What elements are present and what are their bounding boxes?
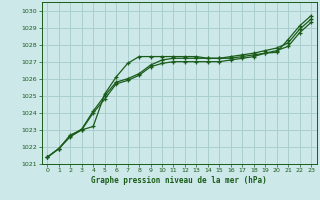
X-axis label: Graphe pression niveau de la mer (hPa): Graphe pression niveau de la mer (hPa) — [91, 176, 267, 185]
